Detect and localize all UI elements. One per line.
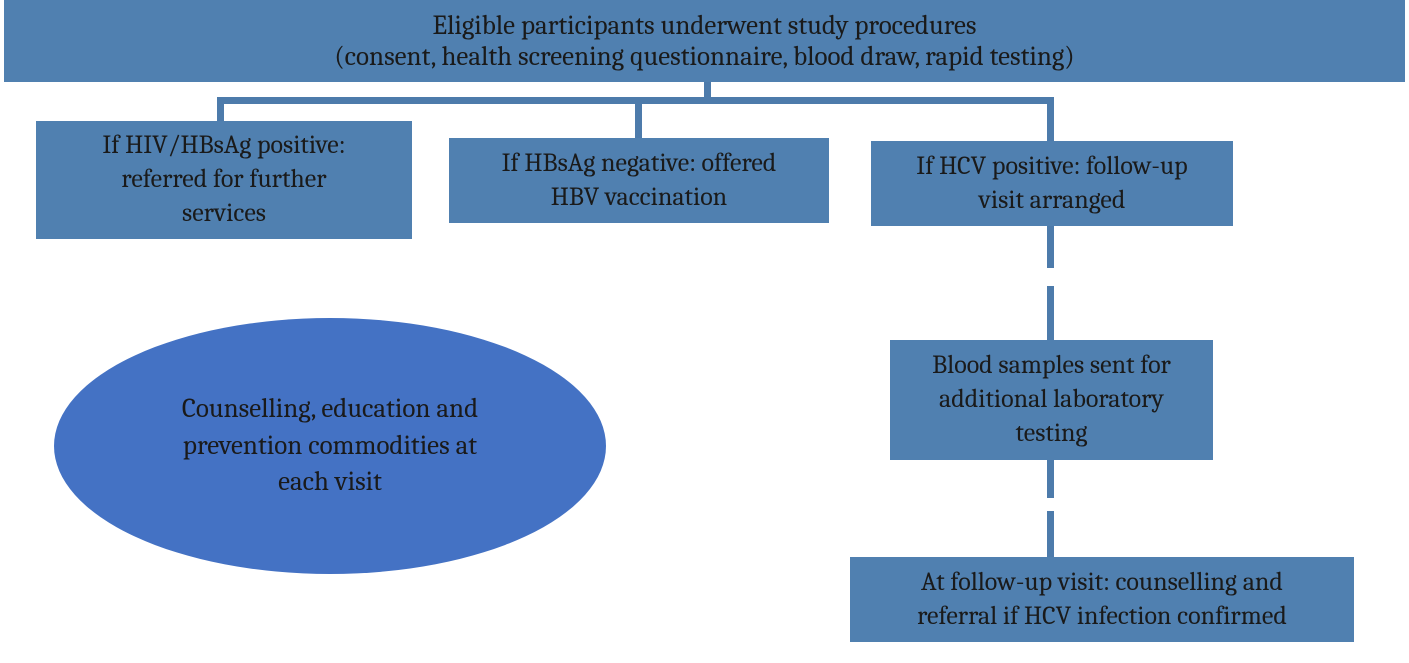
ellipse-line3: each visit [278,464,382,500]
followup-visit-box: At follow-up visit: counselling and refe… [850,557,1354,642]
outcome-hiv-hbsag-positive-box: If HIV/HBsAg positive: referred for furt… [36,121,412,239]
followup-visit-line2: referral if HCV infection confirmed [917,600,1287,634]
connector-blood-to-followup-1 [1047,460,1054,498]
top-box-line2: (consent, health screening questionnaire… [334,41,1074,72]
connector-bracket-right [1047,97,1054,141]
connector-bracket-left [217,97,224,122]
connector-hcv-to-blood-2 [1047,286,1054,340]
connector-bracket-mid [635,97,642,138]
outcome-3-line1: If HCV positive: follow-up [916,150,1187,184]
ellipse-line1: Counselling, education and [182,391,478,427]
outcome-2-line1: If HBsAg negative: offered [502,147,777,181]
ellipse-line2: prevention commodities at [183,428,477,464]
outcome-1-line3: services [182,197,266,231]
outcome-hbsag-negative-box: If HBsAg negative: offered HBV vaccinati… [449,138,829,223]
counselling-ellipse: Counselling, education and prevention co… [54,318,606,574]
connector-blood-to-followup-2 [1047,511,1054,557]
connector-hcv-to-blood-1 [1047,226,1054,268]
outcome-2-line2: HBV vaccination [551,181,727,215]
blood-samples-line1: Blood samples sent for [932,349,1171,383]
outcome-3-line2: visit arranged [979,184,1126,218]
top-procedures-box: Eligible participants underwent study pr… [4,0,1405,82]
blood-samples-line2: additional laboratory [939,383,1164,417]
blood-samples-box: Blood samples sent for additional labora… [890,340,1213,460]
outcome-1-line1: If HIV/HBsAg positive: [102,129,345,163]
followup-visit-line1: At follow-up visit: counselling and [921,566,1283,600]
outcome-hcv-positive-box: If HCV positive: follow-up visit arrange… [871,141,1233,226]
outcome-1-line2: referred for further [121,163,326,197]
top-box-line1: Eligible participants underwent study pr… [433,10,977,41]
blood-samples-line3: testing [1016,417,1088,451]
